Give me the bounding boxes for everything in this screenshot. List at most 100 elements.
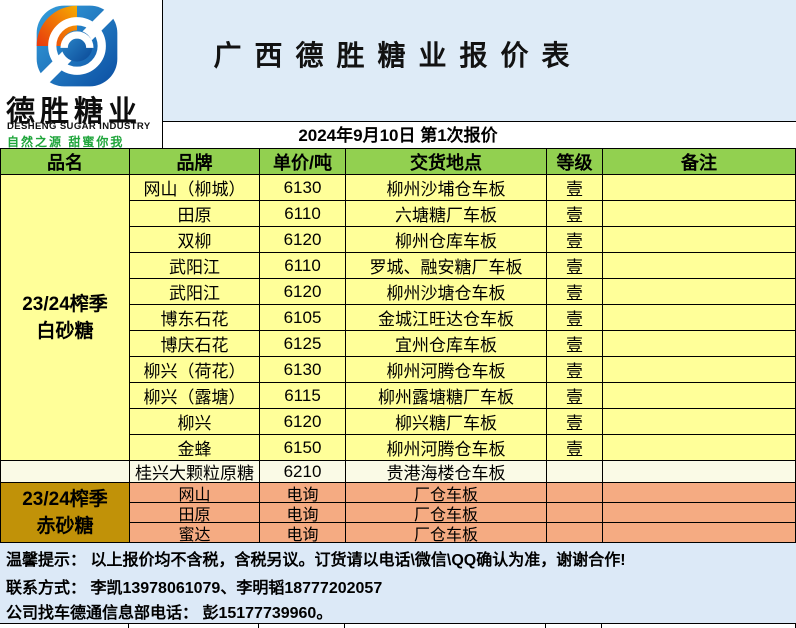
cell-grade: 壹 <box>547 357 603 383</box>
cell-note <box>603 461 796 483</box>
cell-price: 6120 <box>260 279 346 305</box>
footer-notes: 温馨提示： 以上报价均不含税，含税另议。订货请以电话\微信\QQ确认为准，谢谢合… <box>0 543 796 623</box>
cell-note <box>603 503 796 523</box>
cell-note <box>603 175 796 201</box>
cell-price: 6125 <box>260 331 346 357</box>
cell-note <box>603 201 796 227</box>
column-header-brand: 品牌 <box>130 149 260 175</box>
cell-grade <box>547 523 603 543</box>
grid-strip-cell <box>345 624 546 628</box>
column-header-delivery-location: 交货地点 <box>346 149 547 175</box>
cell-price: 6130 <box>260 175 346 201</box>
cell-price: 6120 <box>260 409 346 435</box>
cell-brand: 网山 <box>130 483 260 503</box>
cell-grade: 壹 <box>547 175 603 201</box>
cell-note <box>603 523 796 543</box>
cell-brand: 双柳 <box>130 227 260 253</box>
cell-location: 宜州仓库车板 <box>346 331 547 357</box>
grid-strip-cell <box>602 624 796 628</box>
price-table: 品名 品牌 单价/吨 交货地点 等级 备注 23/24榨季 白砂糖 23/24榨… <box>0 148 796 543</box>
cell-grade <box>547 483 603 503</box>
group-cell-white-sugar: 23/24榨季 白砂糖 <box>1 175 130 461</box>
grid-strip-cell <box>546 624 602 628</box>
cell-grade: 壹 <box>547 253 603 279</box>
cell-note <box>603 409 796 435</box>
logo-name: 德胜糖业 <box>6 96 143 128</box>
cell-location: 厂仓车板 <box>346 503 547 523</box>
cell-brand: 田原 <box>130 201 260 227</box>
table-row: 柳兴（露塘） 6115 柳州露塘糖厂车板 壹 <box>130 383 796 409</box>
cell-location: 柳州河腾仓车板 <box>346 357 547 383</box>
cell-brand: 柳兴（荷花） <box>130 357 260 383</box>
cell-price: 6110 <box>260 253 346 279</box>
cell-brand: 桂兴大颗粒原糖 <box>130 461 260 483</box>
cell-location: 贵港海楼仓车板 <box>346 461 547 483</box>
group-cell-brown-sugar: 23/24榨季 赤砂糖 <box>1 483 130 543</box>
column-header-product-name: 品名 <box>1 149 130 175</box>
cell-note <box>603 305 796 331</box>
cell-grade: 壹 <box>547 227 603 253</box>
cell-brand: 金蜂 <box>130 435 260 461</box>
cell-location: 六塘糖厂车板 <box>346 201 547 227</box>
cell-price: 6110 <box>260 201 346 227</box>
logo-subtitle: DESHENG SUGAR INDUSTRY <box>7 121 151 132</box>
group-season: 23/24榨季 <box>22 488 108 510</box>
cell-price: 6120 <box>260 227 346 253</box>
grid-strip-cell <box>259 624 345 628</box>
company-logo: 德胜糖业 DESHENG SUGAR INDUSTRY 自然之源 甜蜜你我 <box>0 0 163 149</box>
cell-note <box>603 357 796 383</box>
cell-price: 6105 <box>260 305 346 331</box>
table-row: 田原 6110 六塘糖厂车板 壹 <box>130 201 796 227</box>
table-row: 蜜达 电询 厂仓车板 <box>130 523 796 543</box>
table-row: 桂兴大颗粒原糖 6210 贵港海楼仓车板 <box>130 461 796 483</box>
grid-strip-cell <box>129 624 259 628</box>
cell-note <box>603 253 796 279</box>
table-row: 博东石花 6105 金城江旺达仓车板 壹 <box>130 305 796 331</box>
product-name-column: 23/24榨季 白砂糖 23/24榨季 赤砂糖 <box>1 175 130 543</box>
cell-grade: 壹 <box>547 383 603 409</box>
footer-contact: 联系方式： 李凯13978061079、李明韬18777202057 <box>6 579 383 597</box>
group-season: 23/24榨季 <box>22 293 108 315</box>
grid-strip <box>0 623 796 628</box>
table-row: 金蜂 6150 柳州河腾仓车板 壹 <box>130 435 796 461</box>
banner: 广西德胜糖业报价表 2024年9月10日 第1次报价 <box>0 0 796 149</box>
table-row: 武阳江 6110 罗城、融安糖厂车板 壹 <box>130 253 796 279</box>
cell-note <box>603 227 796 253</box>
cell-note <box>603 383 796 409</box>
cell-grade: 壹 <box>547 201 603 227</box>
cell-brand: 柳兴（露塘） <box>130 383 260 409</box>
table-row: 双柳 6120 柳州仓库车板 壹 <box>130 227 796 253</box>
cell-brand: 武阳江 <box>130 253 260 279</box>
cell-note <box>603 279 796 305</box>
cell-note <box>603 435 796 461</box>
cell-price: 6130 <box>260 357 346 383</box>
cell-location: 柳州河腾仓车板 <box>346 435 547 461</box>
cell-brand: 田原 <box>130 503 260 523</box>
table-row: 博庆石花 6125 宜州仓库车板 壹 <box>130 331 796 357</box>
cell-note <box>603 331 796 357</box>
page-title: 广西德胜糖业报价表 <box>213 40 583 71</box>
table-row: 网山（柳城） 6130 柳州沙埔仓车板 壹 <box>130 175 796 201</box>
cell-grade <box>547 503 603 523</box>
cell-price: 电询 <box>260 483 346 503</box>
cell-grade: 壹 <box>547 305 603 331</box>
cell-location: 柳州仓库车板 <box>346 227 547 253</box>
cell-grade: 壹 <box>547 331 603 357</box>
cell-price: 6210 <box>260 461 346 483</box>
cell-grade: 壹 <box>547 279 603 305</box>
cell-grade: 壹 <box>547 409 603 435</box>
table-row: 柳兴（荷花） 6130 柳州河腾仓车板 壹 <box>130 357 796 383</box>
cell-price: 电询 <box>260 503 346 523</box>
table-rows: 网山（柳城） 6130 柳州沙埔仓车板 壹 田原 6110 六塘糖厂车板 壹 双… <box>130 175 796 543</box>
group-product: 白砂糖 <box>36 320 94 342</box>
cell-brand: 博东石花 <box>130 305 260 331</box>
footer-tip: 温馨提示： 以上报价均不含税，含税另议。订货请以电话\微信\QQ确认为准，谢谢合… <box>6 551 626 569</box>
cell-location: 金城江旺达仓车板 <box>346 305 547 331</box>
cell-grade: 壹 <box>547 435 603 461</box>
cell-location: 柳州沙塘仓车板 <box>346 279 547 305</box>
cell-brand: 武阳江 <box>130 279 260 305</box>
logo-slogan: 自然之源 甜蜜你我 <box>7 135 125 149</box>
cell-note <box>603 483 796 503</box>
cell-brand: 博庆石花 <box>130 331 260 357</box>
